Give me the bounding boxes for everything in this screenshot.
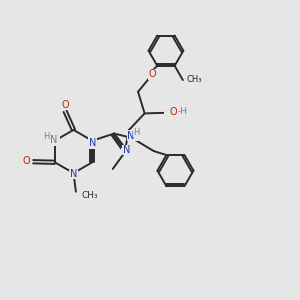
Bar xyxy=(164,110,178,116)
Bar xyxy=(148,72,155,79)
Text: N: N xyxy=(123,145,130,155)
Text: H: H xyxy=(44,132,50,141)
Bar xyxy=(127,134,138,141)
Text: N: N xyxy=(50,135,57,145)
Bar xyxy=(69,170,78,176)
Text: N: N xyxy=(89,138,97,148)
Bar xyxy=(121,148,130,155)
Bar xyxy=(24,158,32,165)
Text: N: N xyxy=(70,169,78,179)
Text: CH₃: CH₃ xyxy=(81,191,98,200)
Text: H: H xyxy=(133,128,140,137)
Text: O: O xyxy=(170,107,178,117)
Bar xyxy=(50,136,60,145)
Text: O: O xyxy=(148,69,156,80)
Bar xyxy=(61,103,69,109)
Text: O: O xyxy=(61,100,69,110)
Bar xyxy=(88,137,96,144)
Text: N: N xyxy=(127,131,134,141)
Text: CH₃: CH₃ xyxy=(187,75,202,84)
Text: -H: -H xyxy=(178,107,188,116)
Text: O: O xyxy=(23,156,30,166)
